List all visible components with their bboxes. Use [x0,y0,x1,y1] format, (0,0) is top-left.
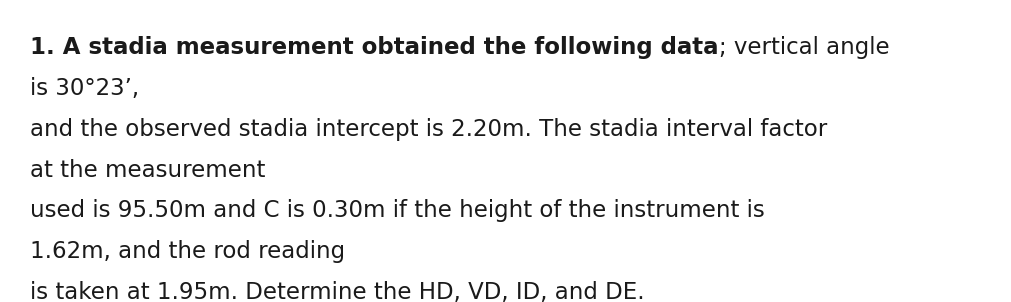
Text: is 30°23’,: is 30°23’, [30,77,140,100]
Text: is taken at 1.95m. Determine the HD, VD, ID, and DE.: is taken at 1.95m. Determine the HD, VD,… [30,281,644,302]
Text: 1.62m, and the rod reading: 1.62m, and the rod reading [30,240,345,263]
Text: used is 95.50m and C is 0.30m if the height of the instrument is: used is 95.50m and C is 0.30m if the hei… [30,199,764,222]
Text: 1. A stadia measurement obtained the following data: 1. A stadia measurement obtained the fol… [30,36,718,59]
Text: and the observed stadia intercept is 2.20m. The stadia interval factor: and the observed stadia intercept is 2.2… [30,118,827,141]
Text: at the measurement: at the measurement [30,159,266,182]
Text: ; vertical angle: ; vertical angle [718,36,889,59]
